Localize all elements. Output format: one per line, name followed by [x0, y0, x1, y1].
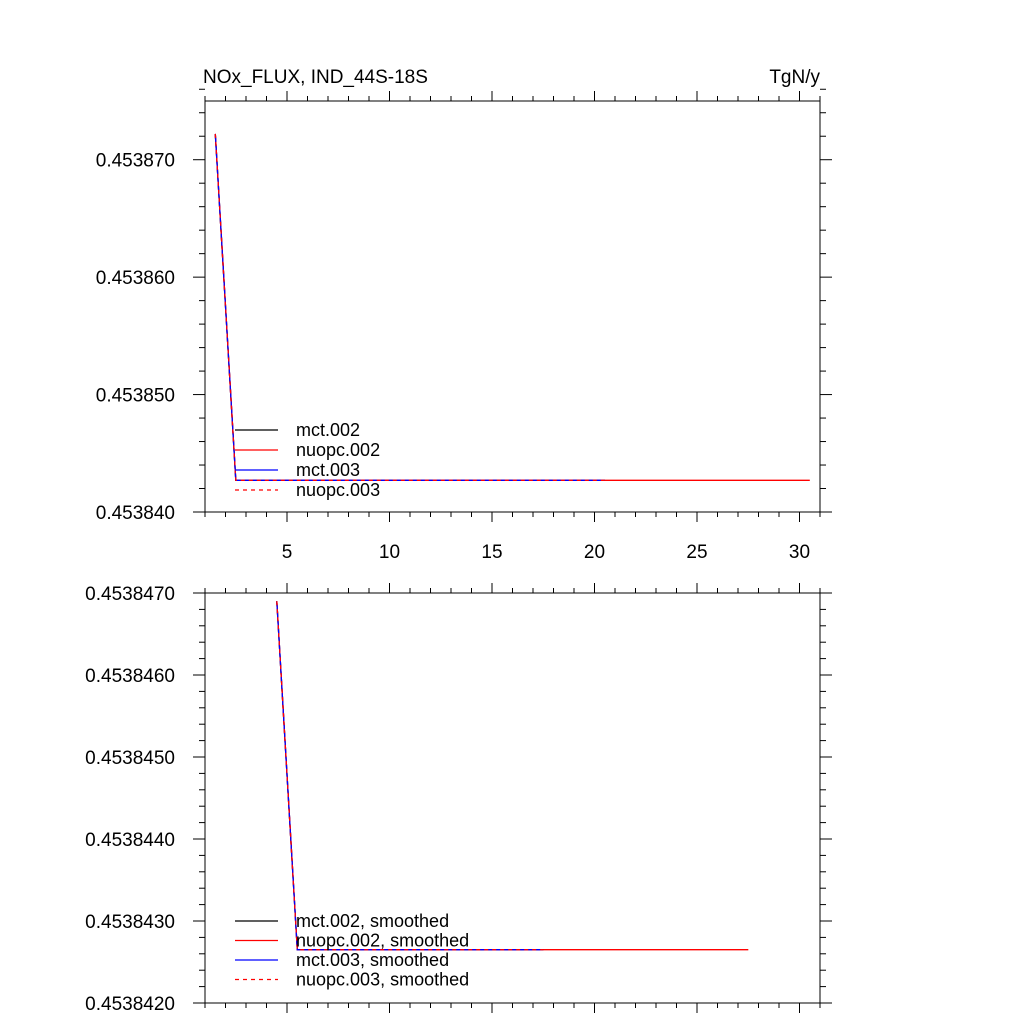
x-tick-label: 25	[686, 542, 707, 563]
series-line	[276, 601, 749, 951]
y-tick-label: 0.4538420	[85, 994, 175, 1015]
legend-label: nuopc.003	[296, 480, 380, 500]
x-tick-label: 10	[379, 542, 400, 563]
legend-label: mct.002, smoothed	[296, 911, 449, 931]
y-tick-label: 0.453860	[96, 268, 175, 289]
x-tick-label: 15	[481, 542, 502, 563]
series-line	[276, 601, 544, 951]
y-tick-label: 0.4538460	[85, 666, 175, 687]
y-tick-label: 0.4538450	[85, 748, 175, 769]
chart-units: TgN/y	[769, 67, 820, 88]
panel-top: 5 10 15 20 25 30 0.453840 0.453850 0.453860 0.453…	[96, 88, 832, 563]
series-line	[214, 133, 605, 481]
legend-label: mct.003, smoothed	[296, 950, 449, 970]
legend-label: nuopc.002, smoothed	[296, 931, 469, 951]
chart-title: NOx_FLUX, IND_44S-18S	[203, 67, 428, 88]
y-tick-label: 0.4538470	[85, 584, 175, 605]
y-tick-label: 0.4538430	[85, 912, 175, 933]
y-tick-label: 0.453850	[96, 386, 175, 407]
series-line	[214, 133, 605, 481]
legend-label: nuopc.003, smoothed	[296, 970, 469, 990]
legend-label: nuopc.002	[296, 440, 380, 460]
panel-bottom: 0.4538420 0.4538430 0.4538440 0.4538450 0.45…	[85, 583, 832, 1015]
y-tick-label: 0.453840	[96, 503, 175, 524]
series-line	[214, 133, 605, 481]
series-line	[276, 601, 544, 951]
x-tick-label: 30	[789, 542, 810, 563]
y-tick-label: 0.4538440	[85, 830, 175, 851]
y-tick-label: 0.453870	[96, 151, 175, 172]
x-tick-label: 20	[584, 542, 605, 563]
legend-label: mct.003	[296, 460, 360, 480]
x-tick-label: 5	[282, 542, 293, 563]
series-line	[276, 601, 544, 951]
legend-label: mct.002	[296, 420, 360, 440]
